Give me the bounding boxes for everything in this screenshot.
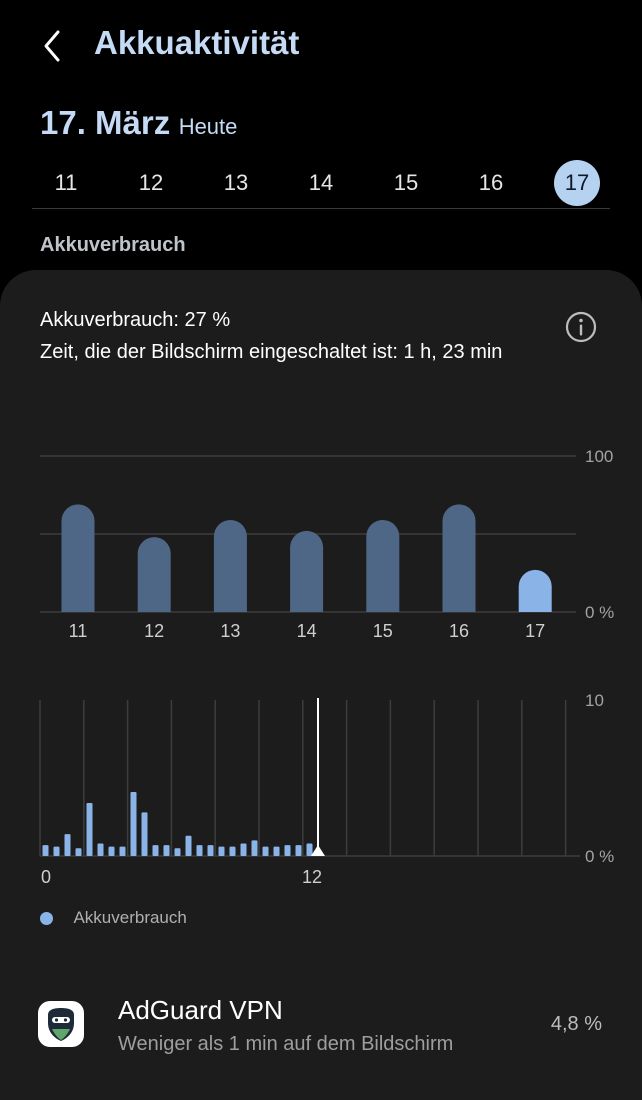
daily-bar-17 — [518, 569, 552, 612]
hourly-bar-21 — [273, 846, 280, 856]
hourly-bar-20 — [262, 846, 269, 856]
hourly-bar-10 — [152, 845, 159, 856]
app-name: AdGuard VPN — [118, 995, 283, 1025]
legend-dot — [40, 911, 53, 925]
daily-bar-15 — [366, 519, 400, 612]
day-15[interactable]: 15 — [393, 170, 419, 195]
screen-time-text: Zeit, die der Bildschirm eingeschaltet i… — [40, 341, 503, 363]
battery-usage-text: Akkuverbrauch: 27 % — [40, 309, 231, 331]
daily-xlabel-17: 17 — [525, 621, 545, 641]
y-min-label: 0 % — [585, 603, 614, 622]
date-main: 17. März — [40, 104, 171, 141]
hourly-bar-17 — [229, 846, 236, 856]
hourly-usage-chart[interactable]: 10 0 % 0 12 — [39, 691, 614, 887]
daily-bar-11 — [61, 504, 95, 612]
hourly-bar-19 — [251, 840, 258, 856]
hourly-bar-2 — [64, 834, 71, 856]
date-sub: Heute — [178, 114, 238, 139]
daily-bar-14 — [290, 530, 324, 612]
hourly-bar-11 — [163, 845, 170, 856]
app-percent: 4,8 % — [550, 1013, 602, 1035]
hourly-xlabel-12: 12 — [302, 867, 322, 887]
hourly-bar-9 — [141, 812, 148, 856]
daily-xlabel-14: 14 — [297, 621, 317, 641]
usage-card — [0, 270, 642, 1100]
daily-xlabel-12: 12 — [144, 621, 164, 641]
page-title: Akkuaktivität — [94, 24, 300, 61]
daily-bar-16 — [442, 504, 476, 612]
hourly-bar-14 — [196, 845, 203, 856]
day-selector: 11 12 13 14 15 16 17 — [32, 158, 610, 209]
hourly-bar-15 — [207, 845, 214, 856]
daily-xlabel-13: 13 — [220, 621, 240, 641]
daily-bar-13 — [213, 519, 247, 612]
daily-bar-12 — [137, 537, 171, 612]
hourly-bar-18 — [240, 843, 247, 856]
hourly-bar-5 — [97, 843, 104, 856]
hourly-bar-4 — [86, 802, 93, 856]
y-max-label: 100 — [585, 447, 613, 466]
hourly-bar-7 — [119, 846, 126, 856]
legend-label: Akkuverbrauch — [73, 908, 187, 927]
app-list-item[interactable]: AdGuard VPN Weniger als 1 min auf dem Bi… — [0, 985, 642, 1080]
hourly-bar-12 — [174, 848, 181, 856]
hourly-bar-24 — [306, 843, 313, 856]
daily-usage-chart[interactable]: 100 0 % 11 12 13 14 15 16 17 — [40, 447, 614, 641]
day-13[interactable]: 13 — [223, 170, 249, 195]
daily-xlabel-15: 15 — [373, 621, 393, 641]
day-11[interactable]: 11 — [54, 170, 78, 195]
hourly-bar-1 — [53, 846, 60, 856]
hourly-y-min-label: 0 % — [585, 847, 614, 866]
hourly-bar-3 — [75, 848, 82, 856]
day-12[interactable]: 12 — [138, 170, 164, 195]
hourly-bar-6 — [108, 846, 115, 856]
hourly-bar-23 — [295, 845, 302, 856]
header: Akkuaktivität — [0, 0, 642, 90]
day-17-selected[interactable]: 17 — [554, 160, 600, 206]
daily-xlabel-16: 16 — [449, 621, 469, 641]
date-heading: 17. März Heute — [40, 104, 237, 142]
chevron-left-icon — [44, 30, 60, 62]
hourly-y-max-label: 10 — [585, 691, 604, 710]
hourly-bar-0 — [42, 845, 49, 856]
hourly-bar-16 — [218, 846, 225, 856]
adguard-vpn-icon — [38, 1001, 84, 1047]
app-subtitle: Weniger als 1 min auf dem Bildschirm — [118, 1033, 454, 1055]
legend: Akkuverbrauch — [40, 908, 187, 932]
day-16[interactable]: 16 — [478, 170, 504, 195]
current-time-marker — [311, 845, 325, 856]
section-label: Akkuverbrauch — [40, 234, 186, 256]
hourly-bar-13 — [185, 835, 192, 856]
hourly-bar-22 — [284, 845, 291, 856]
hourly-xlabel-0: 0 — [41, 867, 51, 887]
back-button[interactable] — [30, 22, 78, 70]
hourly-bar-8 — [130, 792, 137, 856]
daily-xlabel-11: 11 — [69, 621, 88, 641]
day-14[interactable]: 14 — [308, 170, 334, 195]
info-icon[interactable] — [562, 308, 600, 346]
